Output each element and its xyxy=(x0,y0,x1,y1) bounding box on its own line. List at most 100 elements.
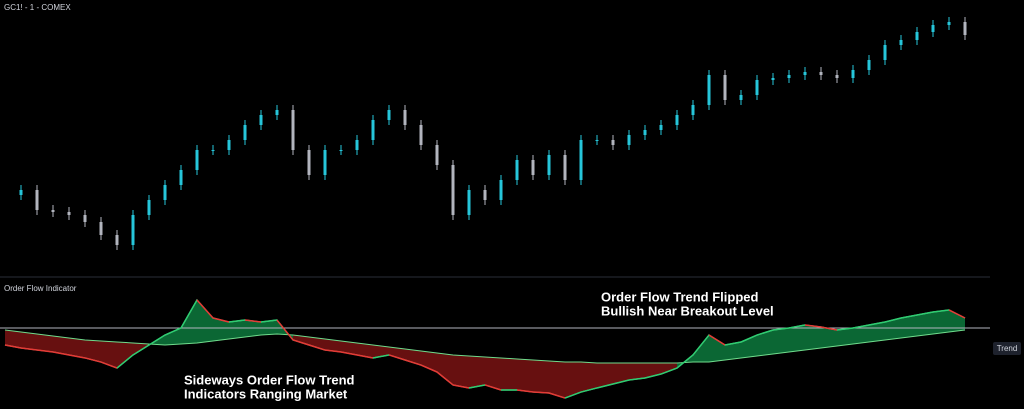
trend-fill xyxy=(789,324,805,352)
candle-body xyxy=(883,45,887,60)
annotation: Bullish Near Breakout Level xyxy=(601,303,774,318)
fast-edge xyxy=(452,384,470,389)
trend-fill xyxy=(773,327,789,354)
trend-fill xyxy=(901,315,917,339)
fast-edge xyxy=(836,327,854,331)
axis-badge-box xyxy=(993,342,1021,355)
candle-body xyxy=(611,140,615,145)
candle-body xyxy=(803,72,807,75)
fast-edge xyxy=(340,351,358,356)
candle-body xyxy=(547,155,551,175)
trend-fill xyxy=(293,335,309,345)
candle-body xyxy=(787,75,791,78)
trend-fill xyxy=(485,357,501,390)
trend-fill xyxy=(229,320,245,339)
candle-body xyxy=(243,125,247,140)
axis-badge: Trend xyxy=(997,344,1018,353)
fast-edge xyxy=(788,324,806,329)
annotation: Sideways Order Flow Trend xyxy=(184,372,355,387)
candle-body xyxy=(595,140,599,141)
fast-edge xyxy=(660,367,678,375)
trend-fill xyxy=(101,341,117,369)
fast-edge xyxy=(804,324,822,328)
candle-body xyxy=(419,125,423,145)
fast-edge xyxy=(356,354,374,359)
candle-body xyxy=(851,70,855,78)
trend-fill xyxy=(709,335,725,363)
fast-edge xyxy=(4,344,22,349)
series-line xyxy=(4,329,966,364)
candle-body xyxy=(659,125,663,130)
trend-fill xyxy=(645,363,661,378)
candle-body xyxy=(531,160,535,175)
fast-edge xyxy=(612,379,630,385)
candle-body xyxy=(835,75,839,78)
candle-body xyxy=(723,75,727,100)
candle-body xyxy=(323,150,327,175)
candle-body xyxy=(675,115,679,125)
fast-edge xyxy=(596,383,614,389)
fast-edge xyxy=(484,384,502,391)
trend-fill xyxy=(469,356,485,388)
trend-fill xyxy=(69,338,85,358)
trend-fill xyxy=(5,330,21,348)
symbol-title: GC1! - 1 - COMEX xyxy=(4,3,71,12)
fast-edge xyxy=(116,354,134,369)
fast-edge xyxy=(132,344,150,356)
trend-fill xyxy=(821,327,837,348)
candle-body xyxy=(99,222,103,235)
fast-edge xyxy=(916,311,934,316)
annotation: Indicators Ranging Market xyxy=(184,386,348,401)
trend-fill xyxy=(21,332,37,351)
candle-body xyxy=(371,120,375,140)
indicator-title: Order Flow Indicator xyxy=(4,284,77,293)
trend-fill xyxy=(549,360,565,399)
candle-body xyxy=(147,200,151,215)
candle-body xyxy=(387,110,391,120)
trend-fill xyxy=(325,339,341,352)
candle-body xyxy=(259,115,263,125)
candle-body xyxy=(963,22,967,35)
trend-fill xyxy=(165,327,181,345)
candle-body xyxy=(435,145,439,165)
candle-body xyxy=(579,140,583,180)
fast-edge xyxy=(580,387,598,393)
trend-fill xyxy=(181,300,197,345)
candle-body xyxy=(307,150,311,175)
trend-fill xyxy=(581,362,597,393)
fast-edge xyxy=(244,319,262,323)
fast-edge xyxy=(756,329,774,336)
candle-body xyxy=(947,22,951,25)
candle-body xyxy=(355,140,359,150)
fast-edge xyxy=(628,377,646,381)
candle-body xyxy=(51,210,55,212)
candle-body xyxy=(275,110,279,115)
fast-edge xyxy=(228,319,246,323)
trend-fill xyxy=(213,318,229,342)
fast-edge xyxy=(708,334,726,346)
trend-fill xyxy=(693,335,709,363)
fast-edge xyxy=(180,299,198,329)
trend-fill xyxy=(565,362,581,399)
trend-fill xyxy=(629,363,645,381)
candle-body xyxy=(227,140,231,150)
candle-body xyxy=(931,25,935,32)
candle-body xyxy=(499,180,503,200)
trend-fill xyxy=(949,309,965,333)
trend-fill xyxy=(933,309,949,334)
fast-edge xyxy=(164,327,182,336)
trend-fill xyxy=(837,327,853,346)
candle-body xyxy=(755,80,759,95)
trend-fill xyxy=(661,363,677,375)
trend-fill xyxy=(373,345,389,358)
trend-fill xyxy=(853,324,869,345)
trend-fill xyxy=(53,336,69,355)
trend-fill xyxy=(805,324,821,351)
fast-edge xyxy=(404,359,422,366)
fast-edge xyxy=(948,309,966,319)
trend-fill xyxy=(917,312,933,336)
fast-edge xyxy=(196,299,214,319)
candle-body xyxy=(403,110,407,125)
candle-body xyxy=(211,150,215,151)
